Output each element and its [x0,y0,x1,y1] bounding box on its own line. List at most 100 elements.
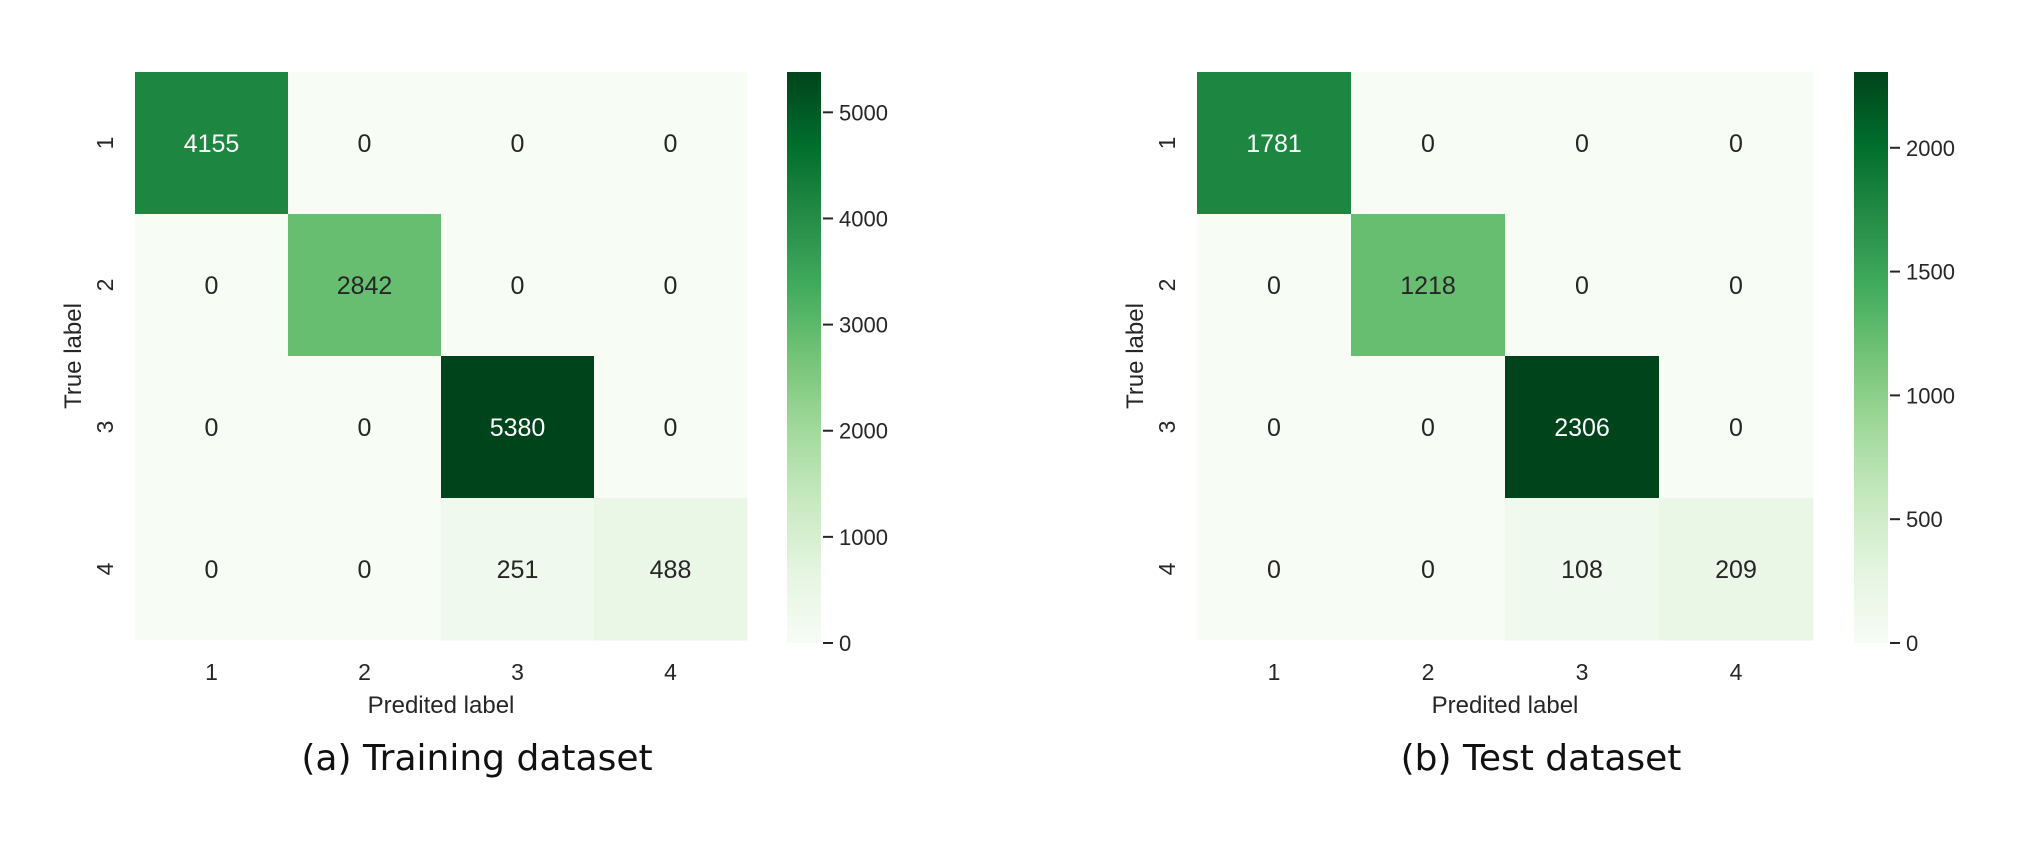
cell-value-label: 0 [511,272,525,300]
x-tick-label: 3 [511,659,524,685]
heatmap-cell [135,214,289,357]
y-axis-label: True label [60,303,87,409]
heatmap-cell [441,72,595,215]
cell-value-label: 0 [1267,556,1281,584]
x-axis-label: Predited label [1432,692,1579,719]
cell-value-label: 0 [358,414,372,442]
y-tick-label: 2 [92,279,118,292]
cell-value-label: 0 [1729,272,1743,300]
cell-value-label: 488 [650,556,692,584]
x-tick-label: 4 [664,659,677,685]
heatmap-cell [1659,356,1814,499]
cell-value-label: 0 [1575,130,1589,158]
y-tick-label: 1 [92,137,118,150]
cell-value-label: 108 [1561,556,1603,584]
heatmap-cell [1351,498,1506,641]
cell-value-label: 0 [358,556,372,584]
heatmap-cell [441,498,595,641]
heatmap-cell [1351,214,1506,357]
cell-value-label: 5380 [490,414,546,442]
cell-value-label: 2306 [1554,414,1610,442]
cell-value-label: 0 [1421,414,1435,442]
heatmap-cell [288,498,442,641]
heatmap-cell [594,498,748,641]
cell-value-label: 0 [205,414,219,442]
heatmap-cell [1197,356,1352,499]
heatmap-cell [441,214,595,357]
x-tick-label: 3 [1576,659,1589,685]
heatmap-cell [1505,72,1660,215]
cell-value-label: 0 [205,272,219,300]
colorbar-tick-label: 1500 [1906,260,1955,285]
heatmap-cell [594,214,748,357]
cell-value-label: 0 [664,130,678,158]
heatmap-cell [135,356,289,499]
figure-caption: (a) Training dataset [301,738,652,779]
cell-value-label: 0 [664,272,678,300]
cell-value-label: 0 [205,556,219,584]
colorbar-tick-label: 2000 [1906,136,1955,161]
x-tick-label: 1 [1268,659,1281,685]
heatmap-cell [594,356,748,499]
y-tick-label: 3 [92,421,118,434]
colorbar-tick-label: 3000 [839,313,888,338]
cell-value-label: 0 [1729,130,1743,158]
cell-value-label: 0 [1267,272,1281,300]
heatmap-cell [1197,498,1352,641]
cell-value-label: 0 [664,414,678,442]
y-axis-label: True label [1122,303,1149,409]
x-tick-label: 1 [205,659,218,685]
colorbar [787,72,821,643]
colorbar-tick-label: 0 [1906,631,1918,656]
heatmap-cell [1659,72,1814,215]
heatmap-cell [288,356,442,499]
x-tick-label: 2 [1422,659,1435,685]
cell-value-label: 0 [1421,130,1435,158]
colorbar-tick-label: 5000 [839,100,888,125]
heatmap-cell [288,214,442,357]
cell-value-label: 0 [358,130,372,158]
cell-value-label: 0 [1729,414,1743,442]
heatmap-cell [1659,498,1814,641]
heatmap-cell [288,72,442,215]
figure-caption: (b) Test dataset [1401,738,1682,779]
heatmap-cell [1197,214,1352,357]
heatmap-cell [1197,72,1352,215]
colorbar [1854,72,1888,643]
colorbar-tick-label: 500 [1906,507,1943,532]
x-tick-label: 2 [358,659,371,685]
x-axis-label: Predited label [368,692,515,719]
cell-value-label: 0 [1267,414,1281,442]
y-tick-label: 4 [1154,562,1180,575]
heatmap-cell [1351,356,1506,499]
heatmap-cell [594,72,748,215]
colorbar-tick-label: 0 [839,631,851,656]
colorbar-tick-label: 4000 [839,206,888,231]
y-tick-label: 3 [1154,421,1180,434]
heatmap-cell [1505,356,1660,499]
y-tick-label: 2 [1154,279,1180,292]
heatmap-cell [135,498,289,641]
y-tick-label: 1 [1154,137,1180,150]
cell-value-label: 209 [1715,556,1757,584]
cell-value-label: 1218 [1400,272,1456,300]
cell-value-label: 2842 [337,272,393,300]
colorbar-tick-label: 1000 [839,525,888,550]
heatmap-cell [1351,72,1506,215]
cell-value-label: 0 [511,130,525,158]
heatmap-cell [1659,214,1814,357]
x-tick-label: 4 [1730,659,1743,685]
colorbar-tick-label: 2000 [839,419,888,444]
cell-value-label: 1781 [1246,130,1302,158]
cell-value-label: 0 [1575,272,1589,300]
heatmap-cell [1505,498,1660,641]
heatmap-cell [441,356,595,499]
y-tick-label: 4 [92,562,118,575]
cell-value-label: 251 [497,556,539,584]
heatmap-cell [135,72,289,215]
colorbar-tick-label: 1000 [1906,383,1955,408]
cell-value-label: 0 [1421,556,1435,584]
heatmap-cell [1505,214,1660,357]
